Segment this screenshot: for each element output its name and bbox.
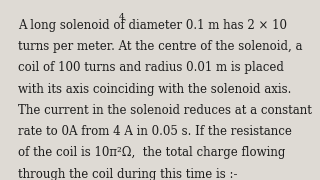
Text: through the coil during this time is :-: through the coil during this time is :- (18, 168, 237, 180)
Text: coil of 100 turns and radius 0.01 m is placed: coil of 100 turns and radius 0.01 m is p… (18, 61, 284, 74)
Text: The current in the solenoid reduces at a constant: The current in the solenoid reduces at a… (18, 104, 311, 117)
Text: with its axis coinciding with the solenoid axis.: with its axis coinciding with the soleno… (18, 83, 291, 96)
Text: A long solenoid of diameter 0.1 m has 2 × 10: A long solenoid of diameter 0.1 m has 2 … (18, 19, 287, 32)
Text: 4: 4 (119, 13, 125, 22)
Text: of the coil is 10π²Ω,  the total charge flowing: of the coil is 10π²Ω, the total charge f… (18, 146, 285, 159)
Text: rate to 0A from 4 A in 0.05 s. If the resistance: rate to 0A from 4 A in 0.05 s. If the re… (18, 125, 292, 138)
Text: turns per meter. At the centre of the solenoid, a: turns per meter. At the centre of the so… (18, 40, 302, 53)
